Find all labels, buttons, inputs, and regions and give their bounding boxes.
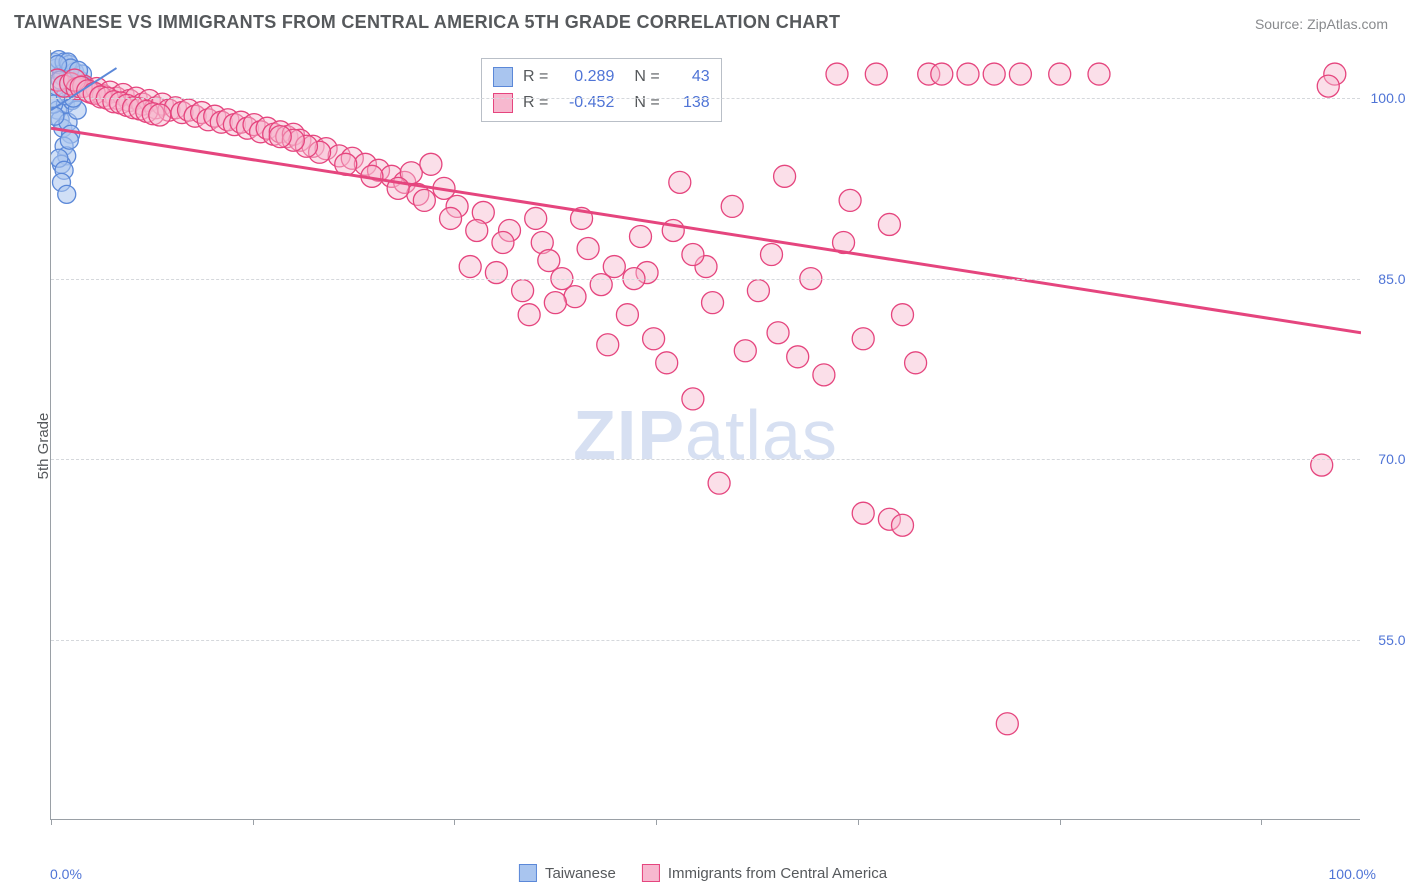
gridline <box>51 98 1360 99</box>
x-axis-max-label: 100.0% <box>1329 866 1376 882</box>
stats-legend-box: R = 0.289 N = 43 R = -0.452 N = 138 <box>481 58 722 122</box>
x-tick <box>454 819 455 825</box>
data-point <box>518 304 540 326</box>
source-label: Source: ZipAtlas.com <box>1255 16 1388 32</box>
r-value: -0.452 <box>558 94 614 112</box>
data-point <box>787 346 809 368</box>
data-point <box>892 304 914 326</box>
legend-label: Taiwanese <box>545 865 616 882</box>
data-point <box>892 514 914 536</box>
data-point <box>702 292 724 314</box>
x-tick <box>1261 819 1262 825</box>
data-point <box>466 219 488 241</box>
data-point <box>931 63 953 85</box>
data-point <box>420 153 442 175</box>
chart-svg <box>51 50 1361 820</box>
data-point <box>1049 63 1071 85</box>
data-point <box>564 286 586 308</box>
gridline <box>51 640 1360 641</box>
data-point <box>459 256 481 278</box>
r-label: R = <box>523 94 548 112</box>
data-point <box>813 364 835 386</box>
data-point <box>852 328 874 350</box>
legend-label: Immigrants from Central America <box>668 865 887 882</box>
data-point <box>616 304 638 326</box>
n-value: 43 <box>670 68 710 86</box>
data-point <box>1311 454 1333 476</box>
data-point <box>774 165 796 187</box>
r-value: 0.289 <box>558 68 614 86</box>
data-point <box>149 104 171 126</box>
data-point <box>852 502 874 524</box>
data-point <box>1009 63 1031 85</box>
bottom-legend: Taiwanese Immigrants from Central America <box>519 864 887 882</box>
data-point <box>60 131 78 149</box>
y-tick-label: 55.0% <box>1378 632 1406 648</box>
data-point <box>839 189 861 211</box>
data-point <box>905 352 927 374</box>
x-tick <box>1060 819 1061 825</box>
data-point <box>525 207 547 229</box>
data-point <box>734 340 756 362</box>
series-swatch <box>493 67 513 87</box>
data-point <box>630 225 652 247</box>
x-tick <box>51 819 52 825</box>
data-point <box>577 238 599 260</box>
plot-area: ZIPatlas R =0.289N =43R =-0.452N =138 10… <box>50 50 1360 820</box>
data-point <box>597 334 619 356</box>
data-point <box>590 274 612 296</box>
data-point <box>413 189 435 211</box>
chart-title: TAIWANESE VS IMMIGRANTS FROM CENTRAL AME… <box>14 12 840 33</box>
data-point <box>761 244 783 266</box>
legend-swatch <box>519 864 537 882</box>
data-point <box>878 213 900 235</box>
chart-container: TAIWANESE VS IMMIGRANTS FROM CENTRAL AME… <box>0 0 1406 892</box>
legend-swatch <box>642 864 660 882</box>
data-point <box>682 388 704 410</box>
series-swatch <box>493 93 513 113</box>
y-tick-label: 70.0% <box>1378 451 1406 467</box>
data-point <box>492 232 514 254</box>
data-point <box>996 713 1018 735</box>
data-point <box>512 280 534 302</box>
data-point <box>865 63 887 85</box>
data-point <box>826 63 848 85</box>
legend-item: Taiwanese <box>519 864 616 882</box>
data-point <box>269 126 291 148</box>
n-label: N = <box>634 68 659 86</box>
data-point <box>643 328 665 350</box>
data-point <box>538 250 560 272</box>
data-point <box>983 63 1005 85</box>
n-value: 138 <box>670 94 710 112</box>
x-tick <box>858 819 859 825</box>
legend-item: Immigrants from Central America <box>642 864 887 882</box>
data-point <box>440 207 462 229</box>
gridline <box>51 279 1360 280</box>
y-tick-label: 100.0% <box>1371 90 1406 106</box>
data-point <box>682 244 704 266</box>
data-point <box>957 63 979 85</box>
data-point <box>767 322 789 344</box>
stats-row: R = -0.452 N = 138 <box>493 90 710 116</box>
r-label: R = <box>523 68 548 86</box>
data-point <box>1088 63 1110 85</box>
x-tick <box>253 819 254 825</box>
n-label: N = <box>634 94 659 112</box>
data-point <box>747 280 769 302</box>
data-point <box>708 472 730 494</box>
x-axis-min-label: 0.0% <box>50 866 82 882</box>
data-point <box>603 256 625 278</box>
data-point <box>58 185 76 203</box>
data-point <box>1317 75 1339 97</box>
data-point <box>721 195 743 217</box>
data-point <box>656 352 678 374</box>
data-point <box>544 292 566 314</box>
x-tick <box>656 819 657 825</box>
gridline <box>51 459 1360 460</box>
y-tick-label: 85.0% <box>1378 271 1406 287</box>
stats-row: R = 0.289 N = 43 <box>493 64 710 90</box>
data-point <box>669 171 691 193</box>
data-point <box>485 262 507 284</box>
